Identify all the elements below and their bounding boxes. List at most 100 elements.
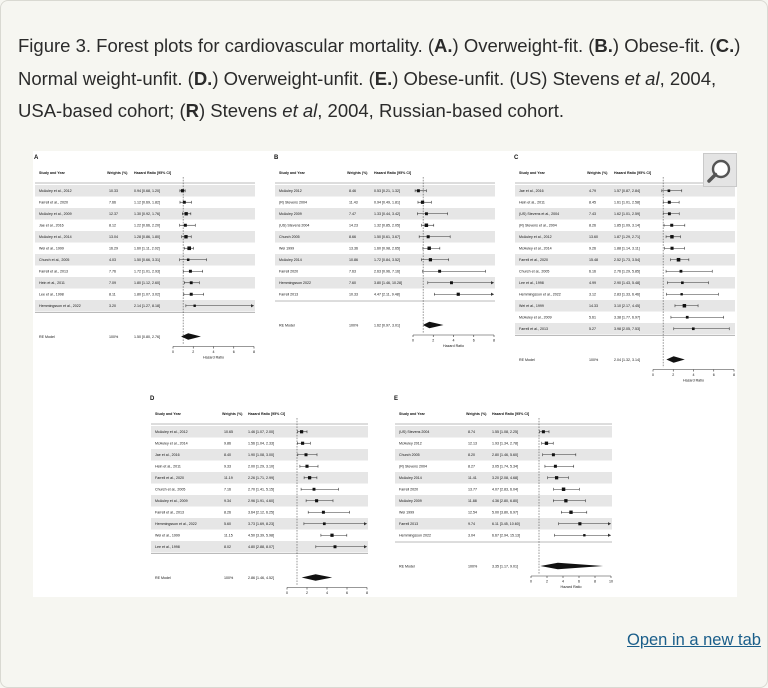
header-weight-e: Weights (%) <box>466 412 487 416</box>
point-estimate-d <box>312 487 316 491</box>
study-row-bg-b <box>275 219 495 231</box>
x-tick-label-e: 10 <box>609 580 613 584</box>
study-ci-c: 3.38 [1.77, 6.97] <box>614 316 640 320</box>
study-row-bg-a <box>35 231 255 243</box>
study-name-d: Farrell et al., 2013 <box>155 511 184 515</box>
study-row-bg-a <box>35 242 255 254</box>
study-weight-e: 9.74 <box>468 522 475 526</box>
study-ci-c: 2.52 [1.73, 3.54] <box>614 258 640 262</box>
study-row-bg-c <box>515 265 735 277</box>
panel-label-c: C <box>514 155 519 161</box>
study-name-c: (R) Stevens et al., 2004 <box>519 224 557 228</box>
study-weight-e: 12.13 <box>468 442 477 446</box>
caption-letter-r: R <box>185 100 199 121</box>
study-weight-e: 8.20 <box>468 453 475 457</box>
study-name-c: Farrell et al., 2013 <box>519 327 548 331</box>
study-name-d: Lee et al., 1998 <box>155 545 180 549</box>
point-estimate-d <box>321 510 325 514</box>
study-weight-c: 4.79 <box>589 189 596 193</box>
study-weight-c: 4.99 <box>589 281 596 285</box>
study-row-bg-e <box>395 495 612 507</box>
caption-text-d: ) Overweight-unfit. ( <box>212 67 375 89</box>
model-diamond-d <box>301 574 333 581</box>
study-row-bg-b <box>275 277 495 289</box>
point-estimate-c <box>691 327 695 331</box>
study-weight-c: 14.33 <box>589 304 598 308</box>
study-name-e: Hemmingsson 2022 <box>399 534 431 538</box>
study-name-c: Hein et al., 2011 <box>519 201 545 205</box>
study-weight-d: 9.86 <box>224 442 231 446</box>
study-row-bg-d <box>151 518 368 530</box>
study-row-bg-a <box>35 196 255 208</box>
study-row-bg-d <box>151 472 368 484</box>
point-estimate-b <box>426 235 430 239</box>
study-row-bg-d <box>151 506 368 518</box>
point-estimate-e <box>553 464 557 468</box>
study-weight-c: 8.45 <box>589 201 596 205</box>
study-ci-a: 1.30 [0.92, 1.76] <box>134 212 160 216</box>
study-row-bg-b <box>275 196 495 208</box>
point-estimate-e <box>554 476 559 480</box>
point-estimate-a <box>184 212 188 216</box>
point-estimate-a <box>180 189 185 193</box>
x-tick-label-c: 8 <box>733 373 735 377</box>
study-row-bg-c <box>515 288 735 300</box>
study-weight-b: 11.43 <box>349 201 358 205</box>
ci-arrow-a <box>251 304 254 308</box>
study-row-bg-b <box>275 288 495 300</box>
study-ci-a: 1.22 [0.66, 2.20] <box>134 224 160 228</box>
study-ci-c: 2.90 [1.43, 5.48] <box>614 281 640 285</box>
study-name-b: Hemmingsson 2022 <box>279 281 311 285</box>
point-estimate-c <box>679 269 683 273</box>
study-row-bg-e <box>395 460 612 472</box>
study-row-bg-e <box>395 483 612 495</box>
header-weight-b: Weights (%) <box>347 171 368 175</box>
x-tick-label-b: 0 <box>412 339 414 343</box>
zoom-button[interactable] <box>703 153 737 187</box>
point-estimate-b <box>428 258 433 262</box>
point-estimate-e <box>541 430 545 434</box>
header-study-b: Study and Year <box>279 171 305 175</box>
study-name-a: Wei et al., 1999 <box>39 247 64 251</box>
study-weight-c: 3.12 <box>589 293 596 297</box>
study-ci-a: 1.80 [1.12, 2.60] <box>134 281 160 285</box>
x-tick-label-a: 6 <box>233 350 235 354</box>
study-ci-b: 0.53 [0.21, 1.32] <box>374 189 400 193</box>
study-ci-d: 2.96 [1.91, 4.60] <box>248 499 274 503</box>
model-ci-c: 2.04 [1.32, 3.14] <box>614 358 640 362</box>
study-row-bg-c <box>515 311 735 323</box>
study-row-bg-b <box>275 242 495 254</box>
study-weight-a: 7.09 <box>109 281 116 285</box>
study-ci-a: 1.60 [1.11, 2.02] <box>134 247 160 251</box>
model-ci-a: 1.50 [0.80, 2.76] <box>134 335 160 339</box>
point-estimate-c <box>682 304 687 308</box>
study-name-b: (R) Stevens 2004 <box>279 201 307 205</box>
study-ci-a: 1.72 [1.01, 2.93] <box>134 270 160 274</box>
study-weight-c: 7.43 <box>589 212 596 216</box>
study-row-bg-e <box>395 426 612 438</box>
model-label-b: RE Model <box>279 323 295 327</box>
study-name-b: McAuley 2009 <box>279 212 302 216</box>
x-tick-label-e: 8 <box>594 580 596 584</box>
study-weight-d: 11.15 <box>224 534 233 538</box>
open-in-new-tab-link[interactable]: Open in a new tab <box>627 631 761 649</box>
study-row-bg-c <box>515 196 735 208</box>
study-ci-a: 0.94 [0.68, 1.20] <box>134 189 160 193</box>
model-ci-b: 1.62 [0.97, 3.01] <box>374 323 400 327</box>
point-estimate-b <box>425 212 428 216</box>
point-estimate-d <box>333 545 337 549</box>
header-weight-a: Weights (%) <box>107 171 128 175</box>
model-weight-e: 100% <box>468 564 478 568</box>
study-weight-b: 7.60 <box>349 281 356 285</box>
forest-plot-figure[interactable]: A Study and Year Weights (%) Hazard Ratio [… <box>33 151 737 597</box>
x-tick-label-c: 2 <box>672 373 674 377</box>
x-tick-label-c: 6 <box>713 373 715 377</box>
model-diamond-c <box>666 356 685 363</box>
point-estimate-a <box>184 235 188 239</box>
study-name-a: Church et al., 2005 <box>39 258 69 262</box>
header-hr-e: Hazard Ratio [95% CI] <box>492 412 529 416</box>
study-name-a: Lee et al., 1998 <box>39 293 64 297</box>
point-estimate-a <box>183 223 187 227</box>
study-name-c: Hemmingsson et al., 2022 <box>519 293 561 297</box>
